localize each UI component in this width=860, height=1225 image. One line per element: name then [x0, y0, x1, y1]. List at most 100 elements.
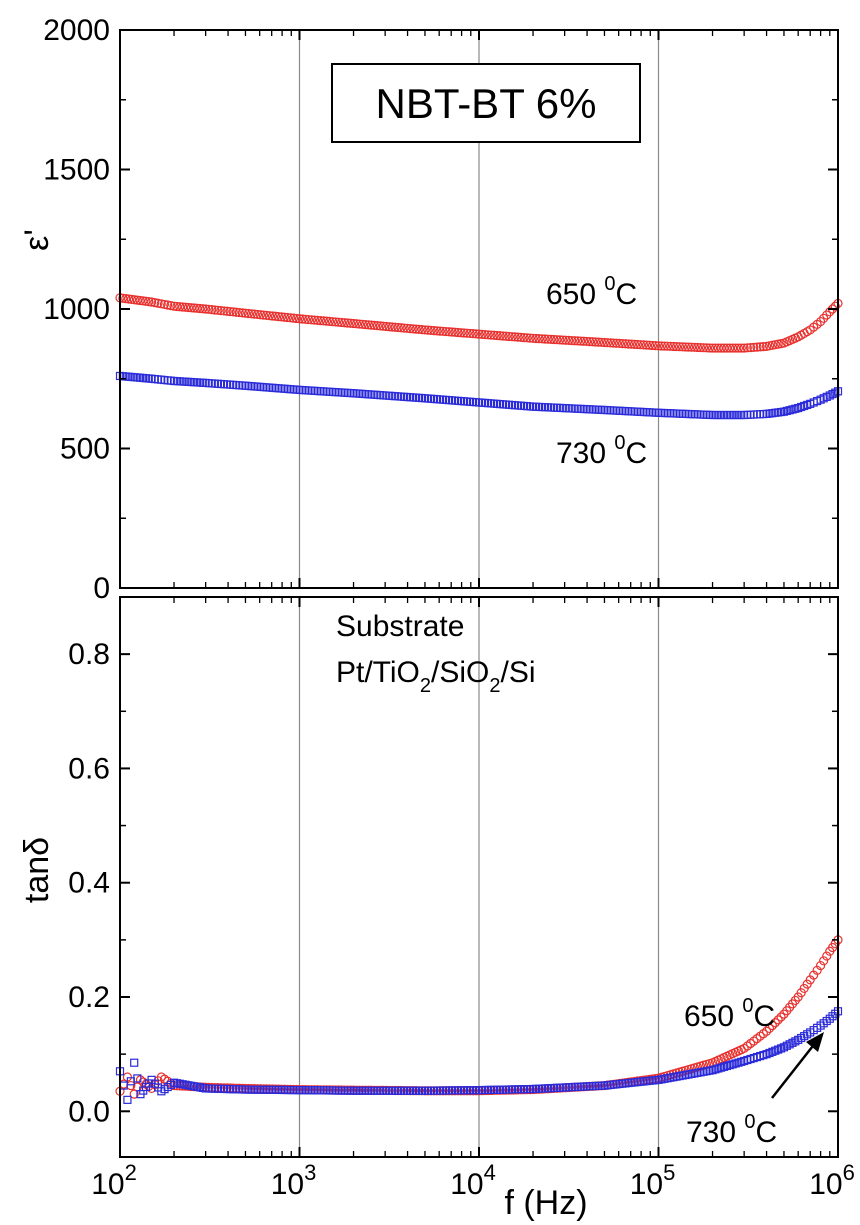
top-point-650 [318, 316, 329, 326]
top-point-650 [387, 322, 397, 332]
top-point-650 [273, 311, 284, 322]
bottom-point-730 [708, 1066, 717, 1075]
top-point-650 [210, 305, 220, 315]
top-point-650 [528, 333, 538, 343]
top-point-650 [620, 339, 631, 349]
top-point-650 [567, 335, 577, 346]
title-box: NBT-BT 6% [331, 63, 641, 143]
top-point-650 [426, 325, 436, 335]
top-point-650 [564, 335, 574, 345]
bottom-y-tick-label: 0.0 [68, 1095, 110, 1128]
top-point-650 [435, 326, 445, 336]
top-point-650 [402, 323, 412, 333]
top-point-650 [722, 343, 732, 353]
top-point-730 [785, 406, 794, 415]
top-point-650 [602, 338, 613, 348]
arrow-shaft [771, 1041, 817, 1099]
top-point-650 [216, 306, 226, 316]
top-point-650 [701, 343, 712, 353]
top-point-650 [830, 301, 840, 311]
top-point-650 [671, 341, 682, 352]
top-point-650 [330, 317, 341, 327]
top-point-730 [788, 405, 797, 414]
bottom-point-650 [761, 1026, 772, 1036]
top-point-650 [450, 327, 460, 337]
bottom-point-650 [822, 951, 832, 961]
top-y-tick-label: 500 [60, 433, 110, 466]
top-point-650 [306, 315, 317, 325]
top-point-650 [360, 319, 371, 330]
arrow-730 [771, 1032, 824, 1099]
top-point-650 [587, 337, 598, 347]
top-point-650 [534, 334, 544, 344]
top-point-650 [552, 335, 562, 345]
top-point-650 [710, 343, 721, 353]
substrate-label: Substrate [336, 610, 464, 643]
substrate-stack-label: Pt/TiO2/SiO2/Si [336, 656, 536, 697]
arrow-head [806, 1032, 824, 1052]
top-point-650 [686, 342, 697, 352]
top-point-730 [828, 389, 837, 399]
top-point-650 [178, 302, 188, 312]
bottom-point-730 [774, 1045, 783, 1054]
top-point-650 [264, 311, 275, 321]
top-point-650 [375, 321, 385, 331]
top-point-650 [348, 318, 359, 329]
top-point-650 [558, 335, 568, 345]
top-point-650 [677, 342, 688, 352]
top-point-650 [118, 293, 128, 303]
top-point-650 [315, 316, 326, 326]
top-point-650 [240, 308, 251, 318]
top-point-650 [393, 322, 403, 333]
bottom-point-730 [728, 1060, 737, 1069]
top-point-650 [172, 301, 182, 312]
top-point-650 [537, 334, 547, 344]
top-point-650 [486, 330, 496, 340]
top-point-650 [282, 312, 293, 323]
top-point-650 [270, 311, 281, 321]
top-point-650 [629, 339, 640, 349]
top-point-650 [339, 318, 350, 328]
top-point-650 [680, 342, 691, 352]
top-point-650 [510, 332, 520, 342]
top-point-650 [141, 296, 151, 306]
top-point-650 [707, 343, 718, 353]
top-point-650 [447, 327, 457, 337]
bottom-point-730 [771, 1046, 780, 1055]
top-point-650 [819, 313, 829, 323]
top-point-650 [345, 318, 356, 328]
top-point-650 [519, 332, 529, 343]
top-point-650 [147, 297, 157, 307]
bottom-y-tick-label: 0.4 [68, 867, 110, 900]
top-point-650 [635, 340, 646, 350]
top-point-650 [366, 320, 376, 330]
top-point-650 [739, 343, 749, 353]
top-point-650 [525, 333, 535, 343]
top-point-650 [674, 342, 685, 352]
bottom-point-730 [731, 1059, 740, 1068]
top-point-650 [129, 295, 139, 305]
bottom-point-730 [133, 1074, 142, 1083]
top-point-650 [183, 302, 194, 313]
top-point-650 [417, 325, 427, 335]
top-point-650 [730, 343, 741, 353]
top-point-650 [822, 310, 832, 320]
top-point-650 [150, 298, 160, 308]
top-point-650 [279, 312, 290, 322]
top-point-650 [195, 303, 205, 314]
top-point-650 [261, 310, 272, 320]
top-point-650 [570, 336, 580, 346]
top-point-650 [166, 301, 176, 311]
top-point-650 [252, 309, 263, 320]
top-point-650 [614, 338, 625, 349]
top-point-650 [644, 340, 655, 350]
bottom-y-tick-label: 0.6 [68, 752, 110, 785]
top-point-650 [333, 317, 344, 327]
top-point-650 [659, 341, 670, 351]
top-point-650 [324, 316, 335, 326]
bottom-point-650 [767, 1020, 777, 1031]
top-point-650 [222, 306, 232, 316]
bottom-point-650 [773, 1015, 783, 1025]
top-point-650 [399, 323, 409, 333]
